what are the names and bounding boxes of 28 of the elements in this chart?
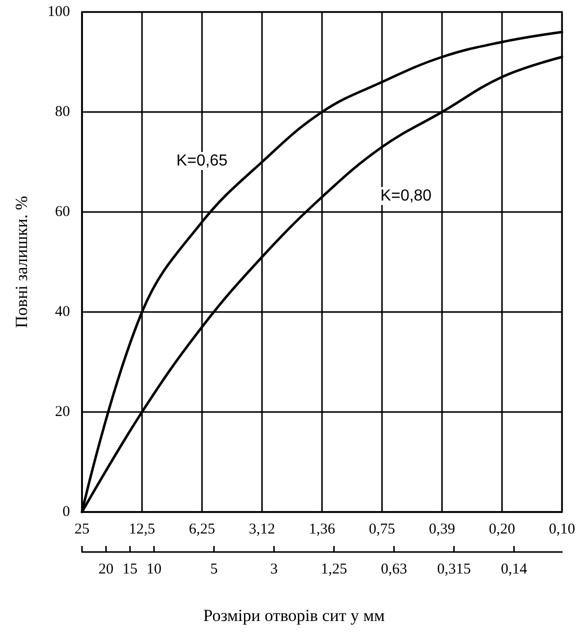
text: 0,14: [500, 562, 528, 578]
text: 0,315: [437, 562, 471, 578]
x-tick-label: 0,75: [368, 522, 396, 538]
x-axis-title: Розміри отворів сит у мм: [203, 606, 386, 625]
x-tick-label: 1,36: [308, 522, 336, 538]
x-tick-label: 6,25: [188, 522, 216, 538]
text: 3: [270, 562, 278, 578]
text: 5: [210, 562, 218, 578]
text: 15: [122, 562, 138, 578]
x-tick-label: 12,5: [128, 522, 156, 538]
x-tick-label: 0,39: [428, 522, 456, 538]
y-tick-label: 80: [55, 104, 70, 120]
y-tick-label: 0: [62, 504, 70, 520]
text: 20: [98, 562, 114, 578]
x-tick-label: 25: [74, 522, 90, 538]
text: 1,25: [320, 562, 348, 578]
x-tick-label: 0,10: [548, 522, 576, 538]
text: 0,63: [380, 562, 408, 578]
y-tick-label: 100: [48, 4, 70, 20]
series-label: K=0,65: [176, 152, 228, 170]
text: 10: [146, 562, 162, 578]
x-tick-label: 3,12: [248, 522, 276, 538]
y-tick-label: 40: [55, 304, 70, 320]
y-tick-label: 20: [55, 404, 70, 420]
series-label: K=0,80: [380, 188, 432, 204]
y-axis-title: Повні залишки. %: [12, 196, 31, 328]
x-tick-label: 0,20: [488, 522, 516, 538]
y-tick-label: 60: [55, 204, 70, 220]
